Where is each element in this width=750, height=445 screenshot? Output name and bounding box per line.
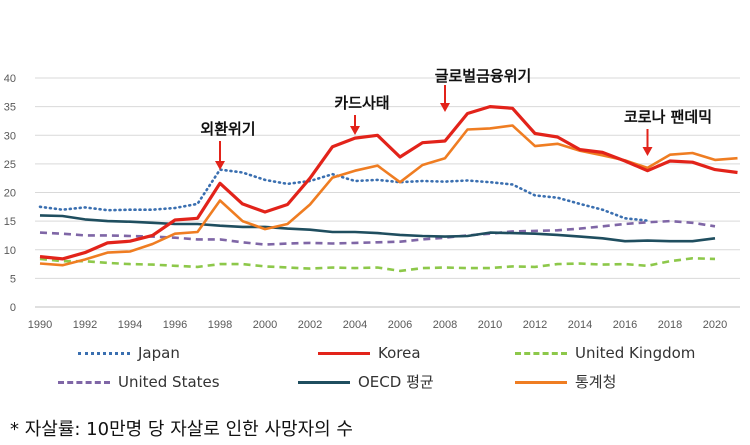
y-tick-label: 30	[4, 130, 16, 142]
legend-label: Japan	[138, 344, 180, 362]
x-tick-label: 1992	[73, 319, 97, 331]
y-tick-label: 40	[4, 73, 16, 85]
x-tick-label: 2010	[478, 319, 502, 331]
legend-swatch	[515, 381, 567, 384]
legend-label: United Kingdom	[575, 344, 696, 362]
x-tick-label: 2014	[568, 319, 592, 331]
legend-swatch	[58, 381, 110, 384]
legend-label: United States	[118, 373, 220, 391]
legend-label: 통계청	[575, 373, 617, 391]
annotation-label: 외환위기	[200, 120, 255, 138]
x-tick-label: 1996	[163, 319, 187, 331]
legend-swatch	[515, 352, 567, 355]
series-lines	[38, 105, 738, 273]
x-tick-label: 2008	[433, 319, 457, 331]
x-tick-label: 2016	[613, 319, 637, 331]
x-tick-label: 1994	[118, 319, 142, 331]
annotation-arrowhead	[440, 103, 450, 112]
legend-swatch	[318, 352, 370, 355]
x-tick-label: 1990	[28, 319, 52, 331]
y-tick-label: 5	[10, 273, 16, 285]
series-line-japan	[38, 168, 649, 222]
legend-swatch	[78, 352, 130, 355]
legend-label: OECD 평균	[358, 373, 434, 391]
y-axis-ticks: 0 5 10 15 20 25 30 35 40	[4, 73, 16, 314]
y-tick-label: 20	[4, 188, 16, 200]
x-tick-label: 2012	[523, 319, 547, 331]
series-line-korea	[39, 105, 738, 261]
x-tick-label: 2018	[658, 319, 682, 331]
legend: Japan Korea United Kingdom United States OEC…	[58, 344, 696, 391]
x-axis-ticks: 1990 1992 1994 1996 1998 2000 2002 2004 2006 2008…	[28, 319, 727, 331]
x-tick-label: 2006	[388, 319, 412, 331]
annotation-label: 코로나 팬데믹	[624, 108, 712, 126]
annotation-arrowhead	[350, 126, 360, 135]
y-tick-label: 10	[4, 245, 16, 257]
footnote: * 자살률: 10만명 당 자살로 인한 사망자의 수	[10, 419, 353, 440]
series-line-united-kingdom	[39, 257, 716, 273]
x-tick-label: 1998	[208, 319, 232, 331]
x-tick-label: 2020	[703, 319, 727, 331]
x-tick-label: 2000	[253, 319, 277, 331]
y-tick-label: 35	[4, 102, 16, 114]
line-chart: 0 5 10 15 20 25 30 35 40 1990 1992 1994 1996 1998 200…	[4, 67, 740, 331]
legend-label: Korea	[378, 344, 421, 362]
x-tick-label: 2004	[343, 319, 367, 331]
series-line-oecd-평균	[39, 214, 716, 243]
y-tick-label: 0	[10, 302, 16, 314]
y-tick-label: 25	[4, 159, 16, 171]
annotation-arrowhead	[642, 147, 653, 156]
legend-swatch	[298, 381, 350, 384]
y-tick-label: 15	[4, 216, 16, 228]
x-tick-label: 2002	[298, 319, 322, 331]
annotation-label: 카드사태	[334, 94, 389, 112]
annotation-arrowhead	[215, 161, 225, 170]
gridlines	[35, 77, 740, 279]
annotation-label: 글로벌금융위기	[435, 67, 532, 85]
